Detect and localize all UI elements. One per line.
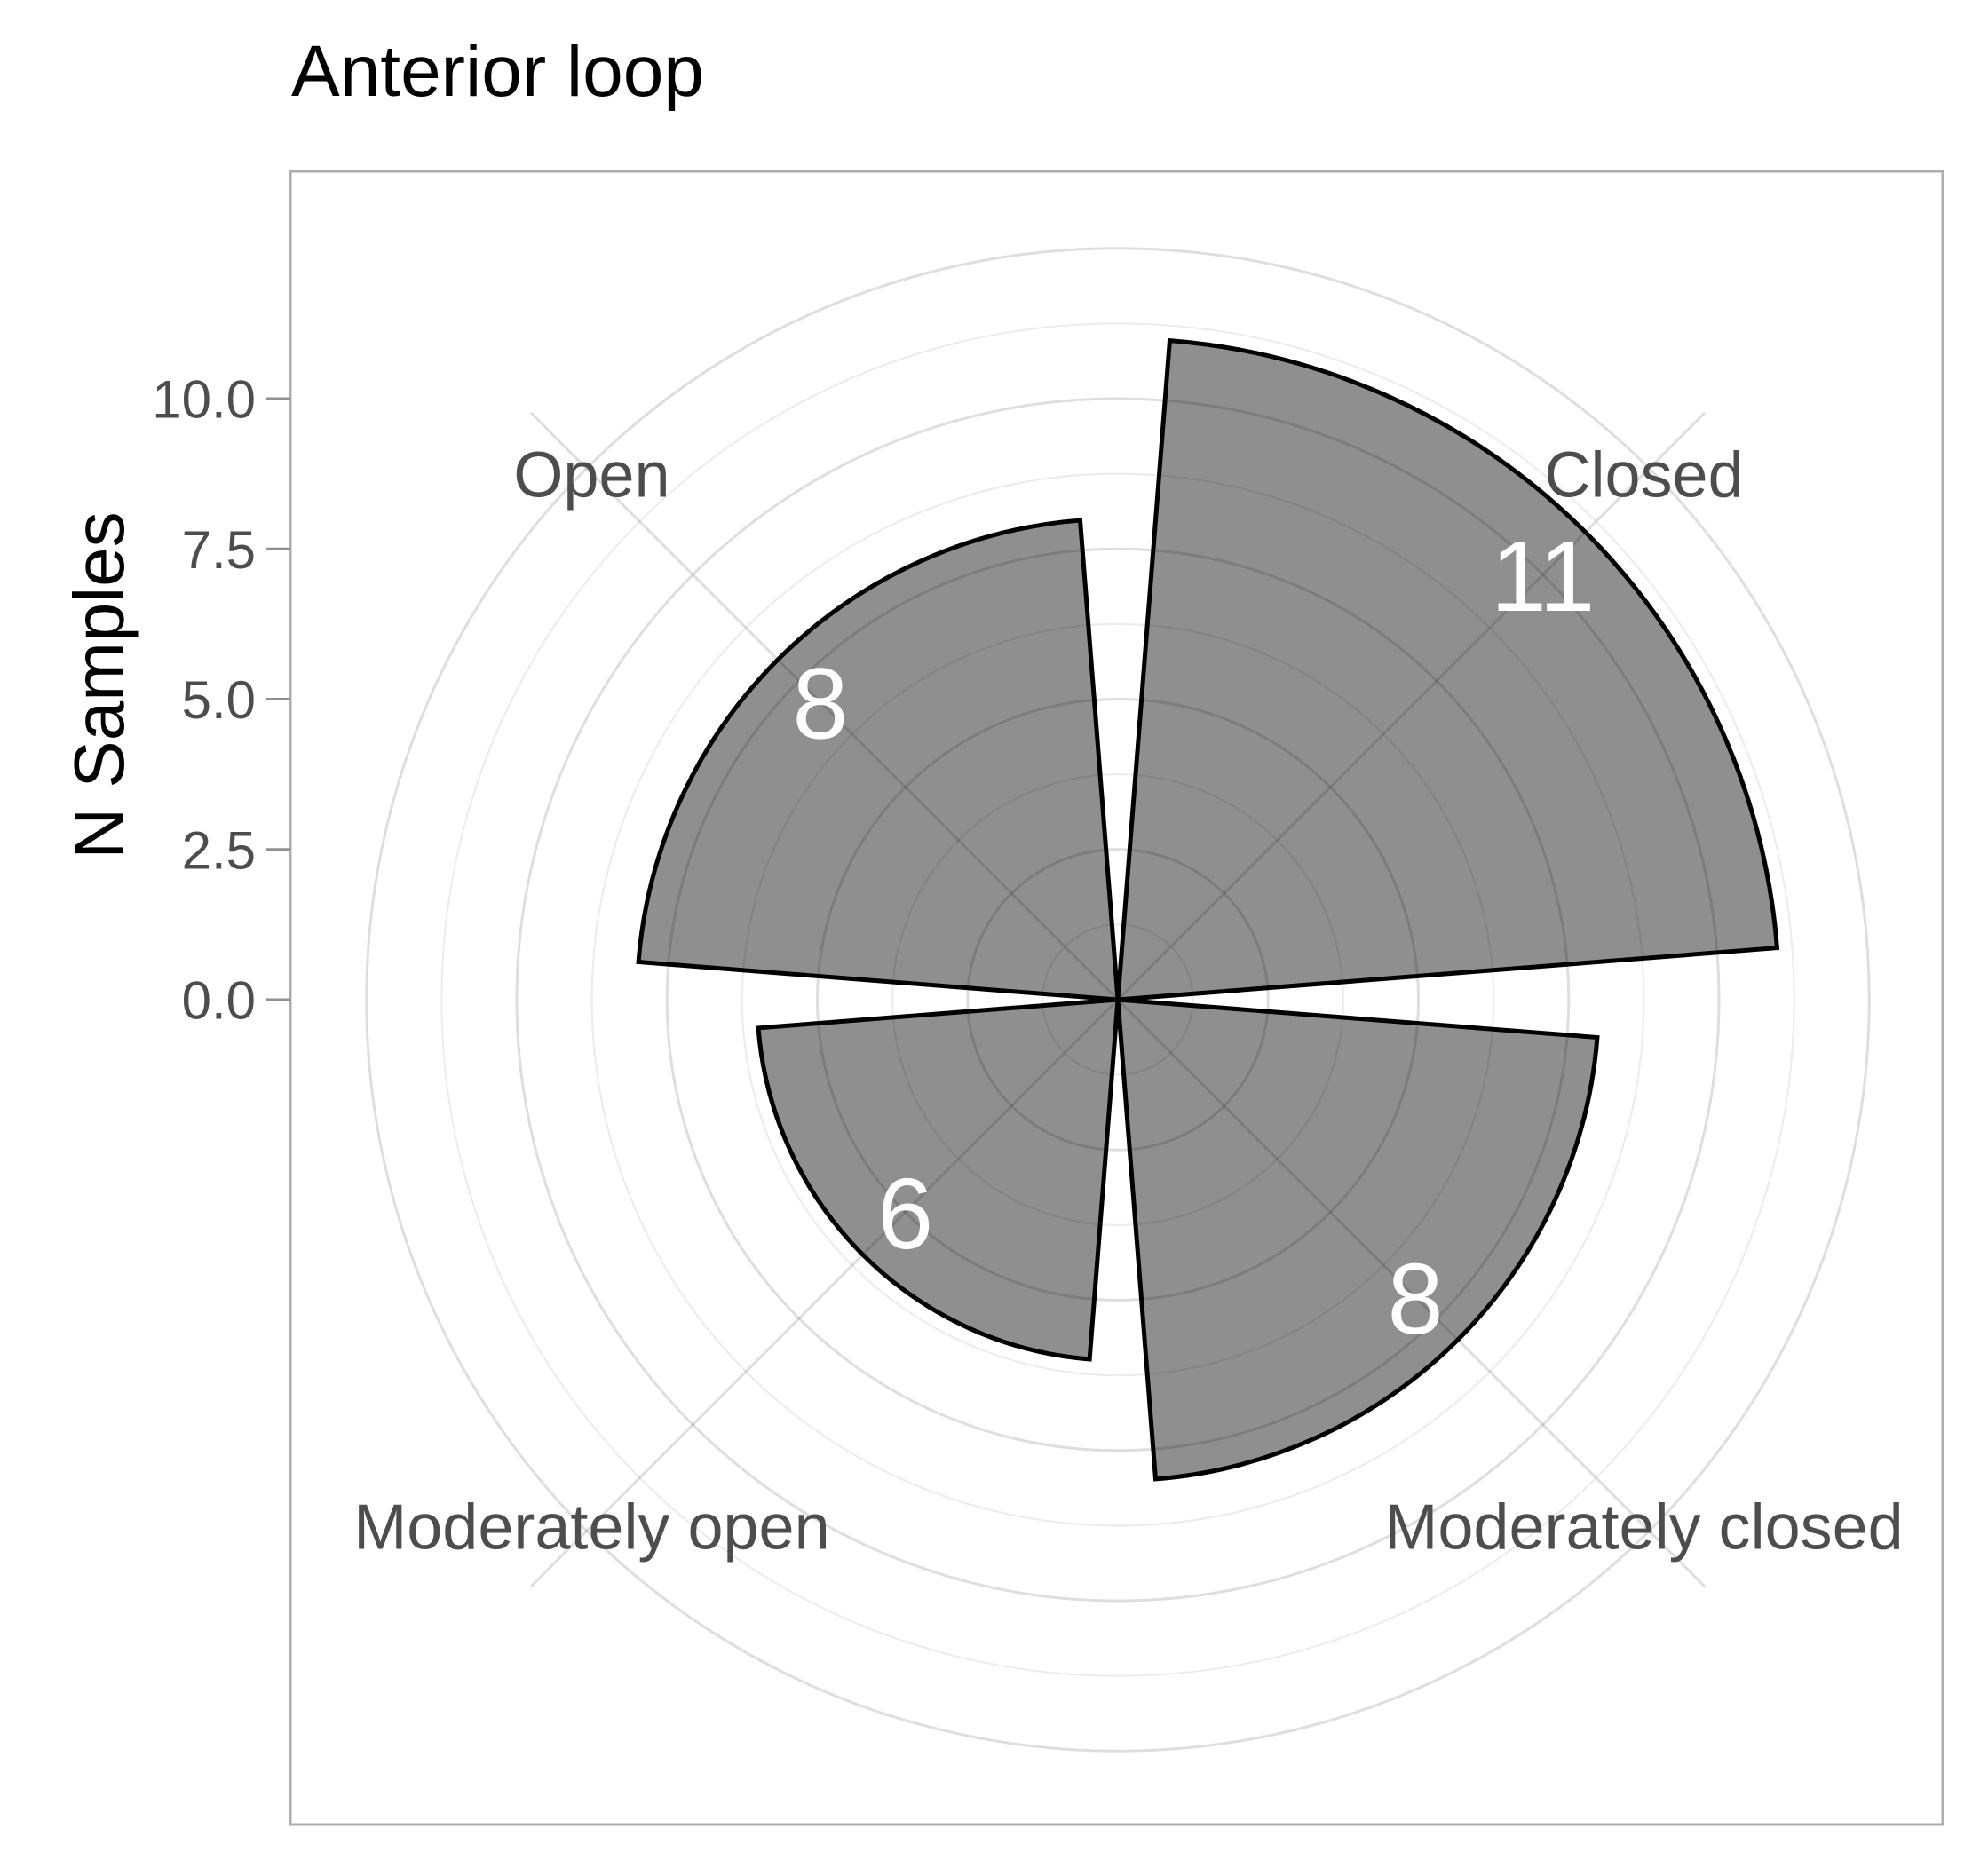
- r-axis-tick-label: 10.0: [152, 370, 256, 430]
- polar-grid: [365, 247, 1871, 1753]
- grid-circle-major: [365, 247, 1871, 1753]
- value-label-moderately-open: 6: [877, 1158, 933, 1270]
- grid-circle-minor: [741, 622, 1495, 1377]
- value-label-closed: 11: [1491, 520, 1595, 632]
- grid-spoke: [1116, 411, 1707, 1001]
- category-label-closed: Closed: [1544, 439, 1743, 511]
- grid-spoke: [529, 998, 1120, 1588]
- wedge-open: [636, 518, 1121, 1002]
- value-label-moderately-closed: 8: [1388, 1243, 1444, 1355]
- r-axis-tick-label: 5.0: [182, 670, 256, 730]
- grid-spoke: [529, 411, 1120, 1001]
- grid-circle-minor: [440, 322, 1795, 1677]
- grid-circle-minor: [1042, 923, 1194, 1076]
- grid-circle-minor: [891, 773, 1344, 1226]
- wedge-moderately-open: [756, 997, 1121, 1362]
- r-axis-tick-label: 2.5: [182, 820, 256, 880]
- wedge-moderately-closed: [1115, 997, 1600, 1482]
- wedge-closed: [1115, 337, 1780, 1002]
- r-axis-tick-label: 7.5: [182, 520, 256, 580]
- panel-border: [289, 170, 1944, 1826]
- panel: [365, 247, 1871, 1753]
- category-label-moderately-closed: Moderately closed: [1384, 1492, 1903, 1563]
- r-axis-tick-label: 0.0: [182, 971, 256, 1031]
- grid-spoke: [1116, 998, 1707, 1588]
- grid-circle-major: [966, 848, 1270, 1152]
- category-label-moderately-open: Moderately open: [353, 1492, 829, 1563]
- grid-circle-major: [515, 397, 1721, 1603]
- chart-title: Anterior loop: [291, 31, 704, 112]
- grid-circle-minor: [590, 472, 1645, 1527]
- grid-circle-major: [816, 698, 1420, 1302]
- category-label-open: Open: [513, 439, 669, 511]
- value-label-open: 8: [792, 648, 848, 760]
- grid-circle-major: [665, 547, 1571, 1452]
